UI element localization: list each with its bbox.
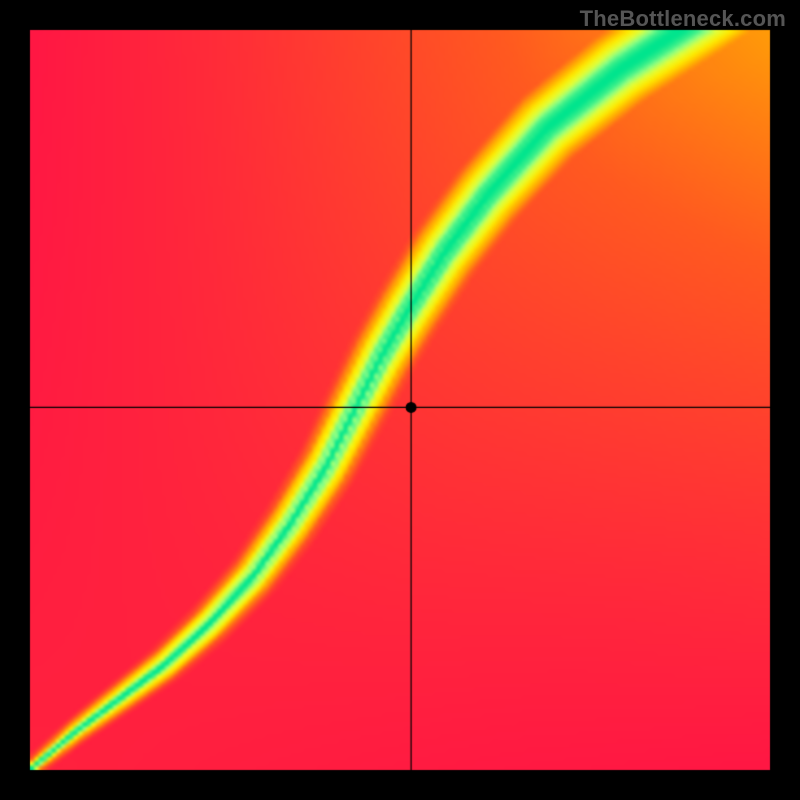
watermark-label: TheBottleneck.com <box>580 6 786 32</box>
figure-container: TheBottleneck.com <box>0 0 800 800</box>
heatmap-canvas <box>0 0 800 800</box>
